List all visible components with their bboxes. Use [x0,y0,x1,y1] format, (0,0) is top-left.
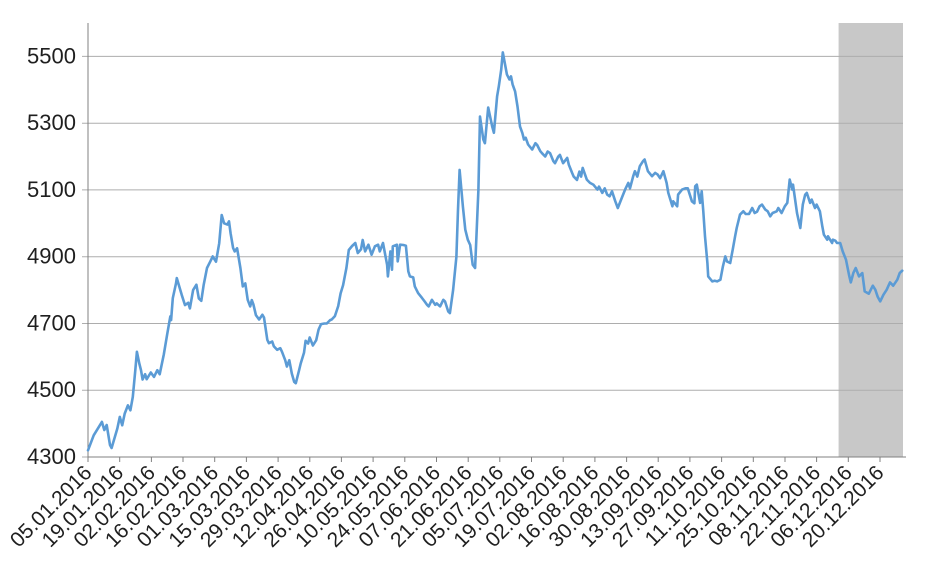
y-axis-label: 4900 [27,244,76,269]
highlight-band [838,23,903,457]
series-line [86,51,904,452]
y-axis-label: 5100 [27,177,76,202]
y-axis-label: 5500 [27,43,76,68]
y-axis-label: 4700 [27,311,76,336]
y-axis-label: 4500 [27,377,76,402]
y-axis-label: 5300 [27,110,76,135]
y-axis-label: 4300 [27,444,76,469]
